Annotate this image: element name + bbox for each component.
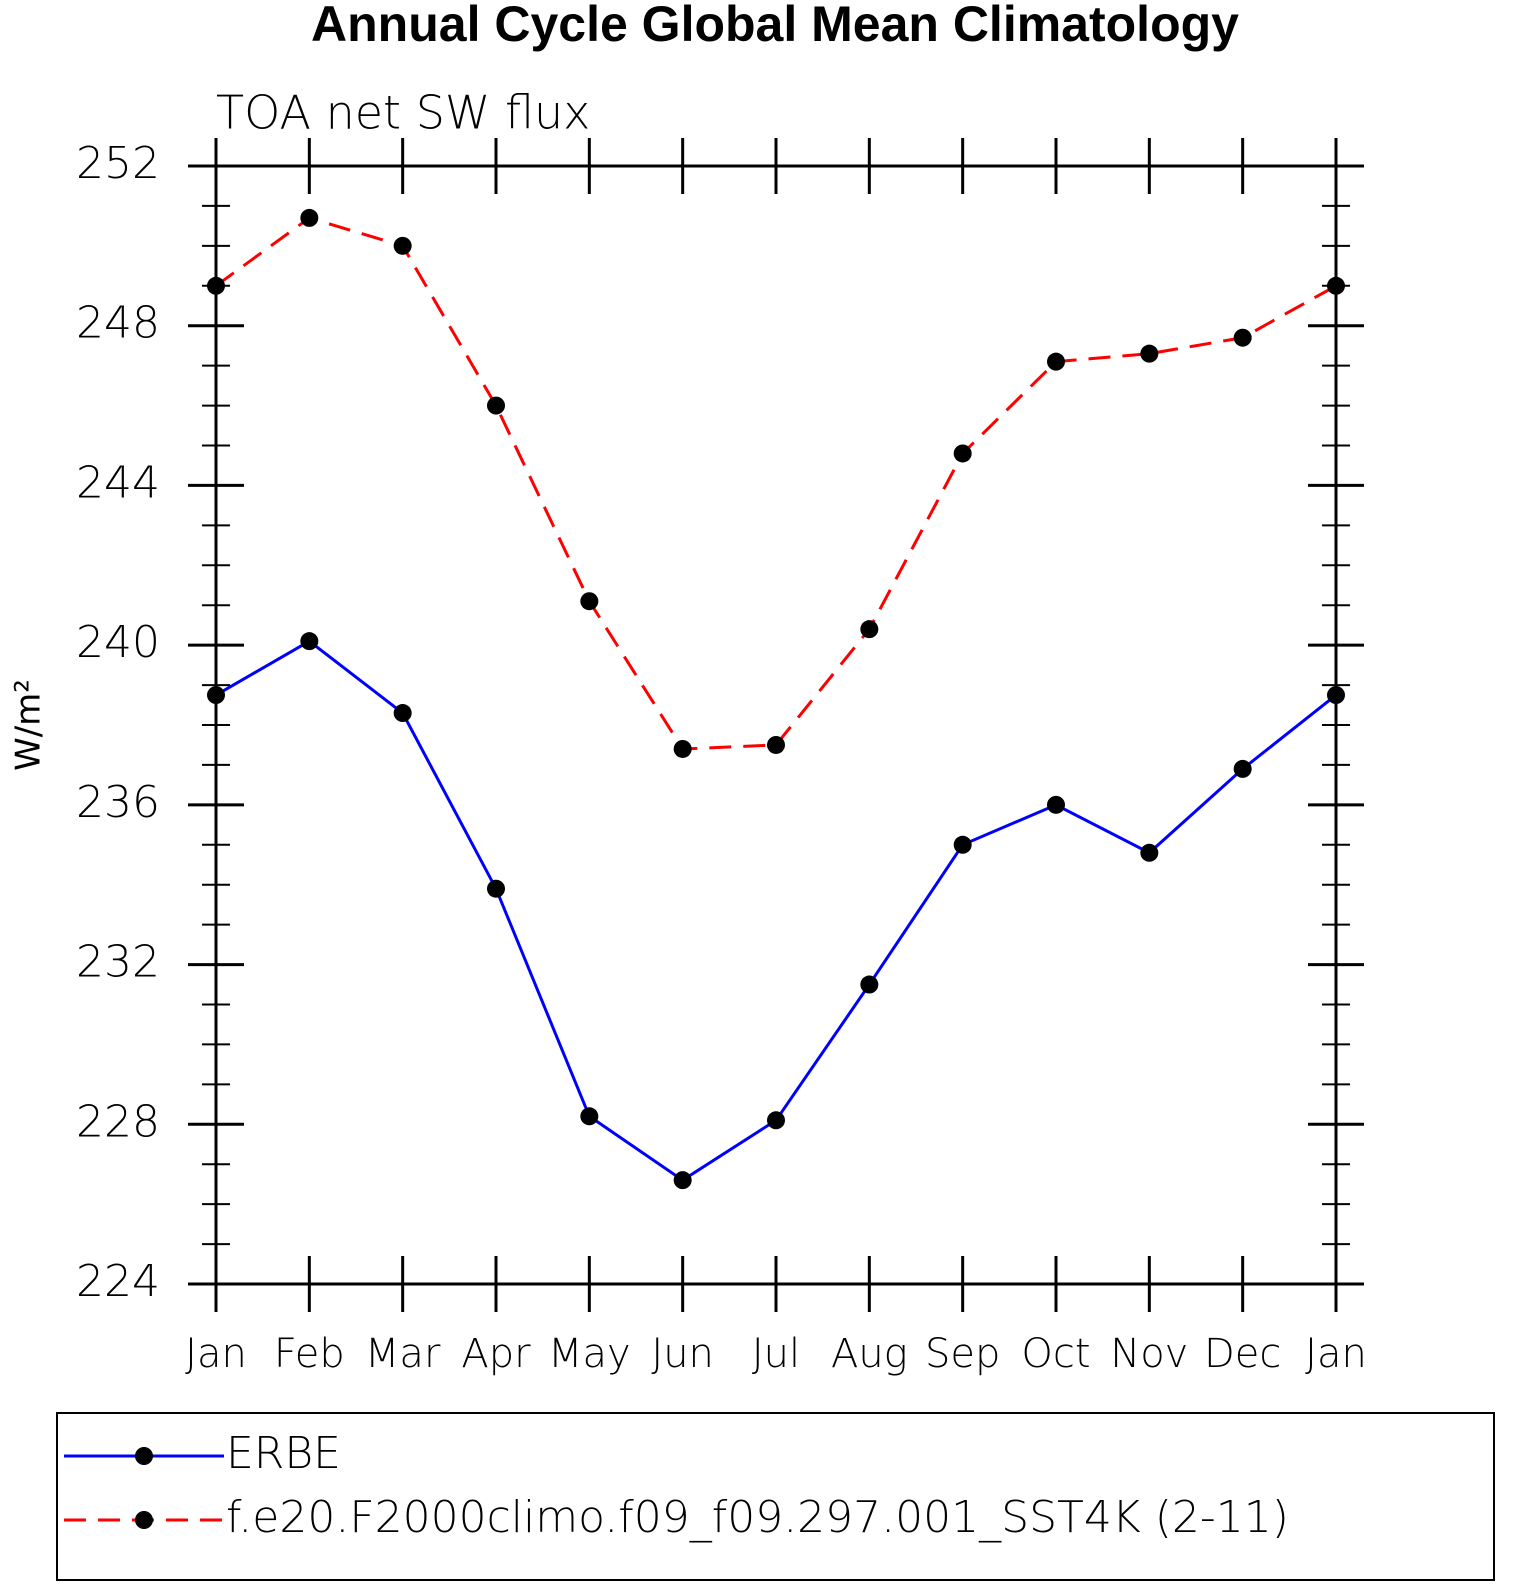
data-point bbox=[673, 1171, 692, 1190]
y-tick-label: 224 bbox=[76, 1256, 160, 1307]
data-point bbox=[393, 236, 412, 255]
data-point bbox=[1140, 843, 1159, 862]
x-tick-label: Feb bbox=[274, 1331, 345, 1377]
y-tick-label: 236 bbox=[76, 777, 160, 828]
chart-title: Annual Cycle Global Mean Climatology bbox=[311, 0, 1239, 52]
x-tick-label: Jun bbox=[651, 1331, 714, 1377]
data-point bbox=[300, 632, 319, 651]
x-tick-label: Sep bbox=[925, 1331, 1000, 1377]
y-axis-label: W/m² bbox=[9, 679, 49, 771]
data-point bbox=[207, 686, 225, 705]
data-point bbox=[1047, 352, 1065, 371]
legend-box bbox=[56, 1412, 1495, 1581]
x-tick-label: Dec bbox=[1204, 1331, 1281, 1377]
data-point bbox=[207, 276, 225, 295]
data-point bbox=[487, 396, 505, 415]
data-point bbox=[767, 735, 785, 754]
y-tick-label: 248 bbox=[76, 298, 160, 349]
x-tick-label: Jan bbox=[1305, 1331, 1367, 1377]
data-point bbox=[580, 1107, 599, 1126]
data-point bbox=[953, 835, 972, 854]
data-point bbox=[1140, 344, 1159, 363]
x-tick-label: Jan bbox=[185, 1331, 247, 1377]
data-point bbox=[767, 1111, 785, 1130]
y-tick-label: 244 bbox=[76, 457, 160, 508]
x-tick-label: Mar bbox=[365, 1331, 441, 1377]
series-line bbox=[215, 639, 1337, 1182]
x-tick-label: Oct bbox=[1021, 1331, 1090, 1377]
data-point bbox=[580, 592, 599, 611]
data-point bbox=[1327, 276, 1345, 295]
x-tick-label: Nov bbox=[1110, 1331, 1188, 1377]
legend-label: ERBE bbox=[226, 1428, 341, 1479]
y-tick-label: 232 bbox=[76, 937, 160, 988]
series-line bbox=[215, 216, 1337, 751]
x-tick-label: May bbox=[548, 1331, 631, 1377]
x-tick-label: Aug bbox=[831, 1331, 908, 1377]
data-point bbox=[300, 208, 319, 227]
y-tick-label: 228 bbox=[76, 1096, 160, 1147]
y-tick-label: 240 bbox=[76, 617, 160, 668]
data-point bbox=[860, 620, 879, 639]
data-point bbox=[673, 739, 692, 758]
data-point bbox=[393, 704, 412, 723]
y-tick-label: 252 bbox=[76, 138, 160, 189]
data-point bbox=[953, 444, 972, 463]
x-tick-label: Jul bbox=[752, 1331, 800, 1377]
legend-marker bbox=[135, 1511, 153, 1529]
data-point bbox=[1233, 759, 1252, 778]
data-point bbox=[487, 879, 505, 898]
data-point bbox=[1047, 795, 1065, 814]
chart-subtitle: TOA net SW flux bbox=[216, 86, 590, 140]
legend-marker bbox=[135, 1447, 153, 1465]
x-tick-label: Apr bbox=[461, 1331, 531, 1377]
legend-label: f.e20.F2000climo.f09_f09.297.001_SST4K (… bbox=[226, 1492, 1289, 1543]
data-point bbox=[1233, 328, 1252, 347]
data-point bbox=[860, 975, 879, 994]
data-point bbox=[1327, 686, 1345, 705]
